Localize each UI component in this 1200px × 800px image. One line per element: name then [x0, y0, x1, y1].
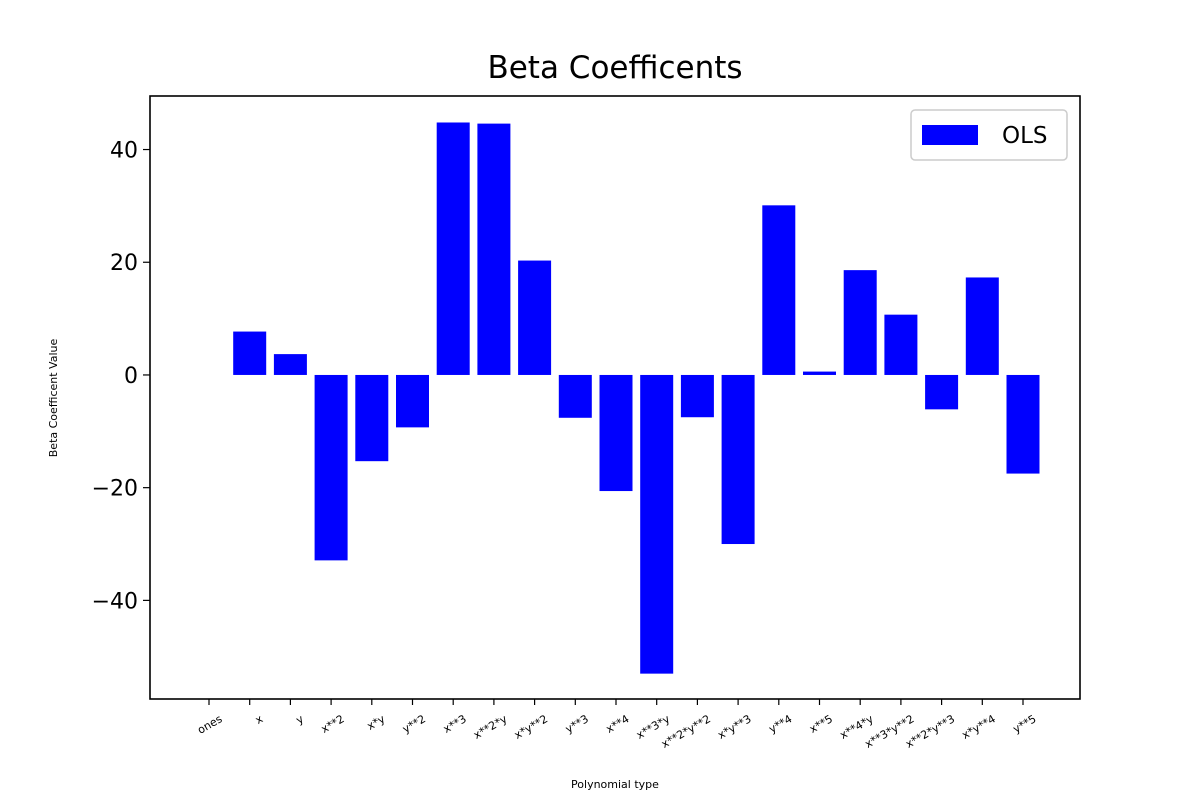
bars-group: [233, 122, 1040, 674]
bar-x-y: [355, 374, 389, 462]
bar-ypow3: [558, 374, 592, 418]
bar-xpow3-ypow2: [884, 314, 918, 375]
legend: OLS: [910, 109, 1068, 161]
bar-xpow4: [599, 374, 633, 492]
y-tick-label-1: 20: [110, 251, 138, 276]
y-tick-label-2: 0: [124, 364, 138, 389]
chart-title: Beta Coefficents: [487, 50, 742, 86]
bar-xpow2-ypow2: [680, 374, 714, 418]
bar-xpow3: [436, 122, 470, 375]
plot-frame: [149, 95, 1081, 700]
bar-xpow4-y: [843, 270, 877, 375]
legend-label-ols: OLS: [1002, 123, 1048, 149]
y-tick-label-3: −20: [92, 477, 138, 502]
bar-xpow2: [314, 374, 348, 561]
bar-x-ypow3: [721, 374, 755, 545]
bar-xpow3-y: [640, 374, 674, 674]
bar-ypow2: [396, 374, 429, 428]
bar-ypow4: [762, 205, 796, 375]
bar-y: [273, 354, 307, 375]
y-axis-label: Beta Coefficent Value: [47, 339, 60, 458]
bar-ypow5: [1006, 374, 1040, 474]
bar-x-ypow2: [518, 260, 552, 375]
x-axis-label: Polynomial type: [571, 778, 659, 791]
bar-xpow5: [803, 371, 836, 375]
y-tick-label-4: −40: [92, 589, 138, 614]
legend-swatch-ols: [922, 125, 978, 145]
bar-xpow2-ypow3: [925, 374, 959, 410]
bar-x: [233, 331, 267, 375]
y-axis-ticks: 40 20 0 −20 −40: [92, 139, 150, 614]
y-tick-label-0: 40: [110, 139, 138, 164]
legend-box: [910, 109, 1068, 161]
bar-x-ypow4: [965, 277, 999, 375]
bar-xpow2-y: [477, 123, 511, 375]
